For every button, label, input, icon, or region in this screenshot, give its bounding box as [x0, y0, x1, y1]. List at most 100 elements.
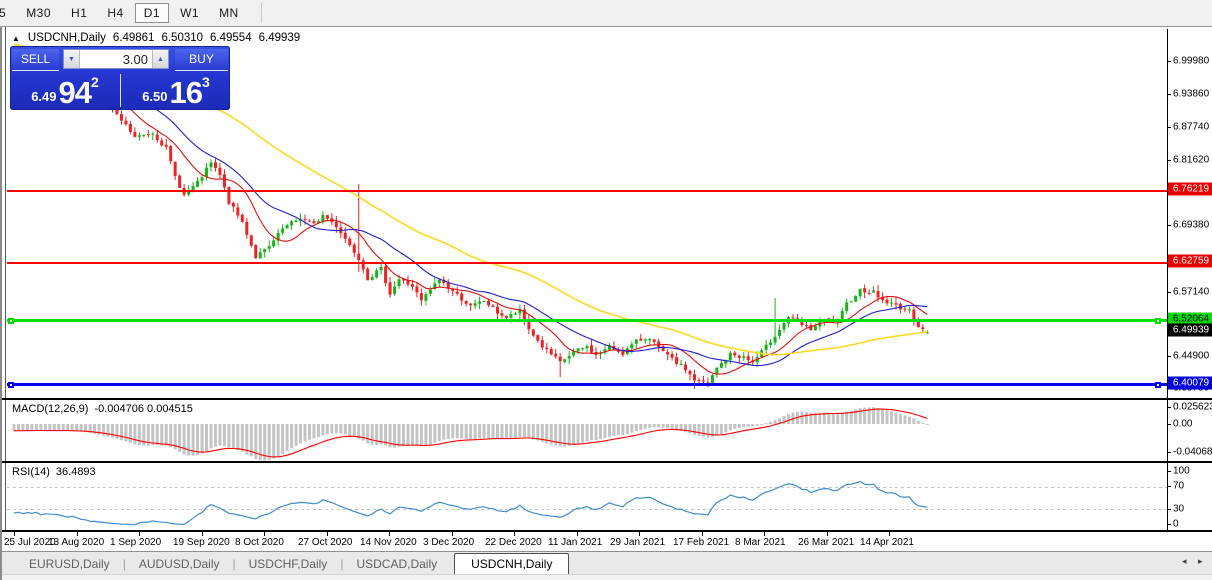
ohlc-open: 6.49861	[112, 32, 155, 44]
date-label: 29 Jan 2021	[610, 537, 666, 548]
buy-price-prefix: 6.50	[142, 89, 168, 104]
hline-support-green[interactable]	[7, 319, 1167, 322]
price-tick-mark	[1167, 94, 1171, 95]
price-line-label: 6.76219	[1168, 182, 1212, 196]
sell-price-prefix: 6.49	[31, 89, 57, 104]
price-tick-mark	[1167, 292, 1171, 293]
hline-support-green-left-handle[interactable]	[8, 318, 14, 324]
sell-price-main: 94	[58, 75, 92, 110]
chart-left-border	[5, 27, 6, 551]
tab-separator: |	[122, 556, 126, 571]
sell-button[interactable]: SELL	[12, 49, 59, 69]
date-axis-separator	[2, 530, 1212, 532]
toolbar-item-d1[interactable]: D1	[134, 3, 170, 23]
chart-window: ▲ USDCNH,Daily 6.49861 6.50310 6.49554 6…	[0, 27, 1212, 580]
chart-collapse-icon[interactable]: ▲	[12, 33, 20, 43]
date-label: 25 Jul 2020	[4, 537, 56, 548]
date-tick-mark	[264, 532, 265, 536]
hline-support-green-right-handle[interactable]	[1155, 318, 1161, 324]
sell-price-sup: 2	[91, 74, 99, 90]
symbol-name: USDCNH,Daily	[27, 32, 106, 44]
tab-usdchf[interactable]: USDCHF,Daily	[248, 556, 328, 571]
price-line-label: 6.40079	[1168, 376, 1212, 390]
toolbar-separator	[260, 3, 262, 23]
hline-support-blue[interactable]	[7, 383, 1167, 386]
macd-tick-mark	[1167, 407, 1171, 408]
date-tick-mark	[702, 532, 703, 536]
macd-tick-mark	[1167, 424, 1171, 425]
volume-decrease-button[interactable]: ▼	[64, 50, 80, 68]
buy-price-main: 16	[169, 75, 203, 110]
down-arrow-icon: ▼	[68, 55, 75, 63]
tab-usdcad[interactable]: USDCAD,Daily	[356, 556, 438, 571]
rsi-label-row: RSI(14) 36.4893	[12, 466, 96, 478]
hline-support-blue-left-handle[interactable]	[8, 382, 14, 388]
price-tick-mark	[1167, 127, 1171, 128]
date-label: 8 Mar 2021	[735, 537, 786, 548]
rsi-axis-label: 30	[1173, 503, 1185, 515]
volume-increase-button[interactable]: ▲	[152, 50, 168, 68]
date-label: 8 Oct 2020	[235, 537, 284, 548]
rsi-tick-mark	[1167, 486, 1171, 487]
date-tick-mark	[389, 532, 390, 536]
tab-separator: |	[232, 556, 236, 571]
toolbar-item-w1[interactable]: W1	[180, 6, 200, 20]
date-tick-mark	[764, 532, 765, 536]
macd-pane-separator	[2, 398, 1212, 400]
toolbar-item-h4[interactable]: H4	[107, 6, 124, 20]
symbol-tab-bar: EURUSD,Daily | AUDUSD,Daily | USDCHF,Daily | U…	[2, 551, 1212, 580]
status-strip	[2, 574, 1212, 580]
date-tick-mark	[14, 532, 15, 536]
sell-underline	[12, 70, 59, 71]
date-tick-mark	[327, 532, 328, 536]
date-label: 26 Mar 2021	[798, 537, 855, 548]
tab-scroll-right-button[interactable]: ▸	[1198, 556, 1203, 566]
price-tick-label: 6.44900	[1173, 350, 1210, 362]
price-tick-label: 6.57140	[1173, 286, 1210, 298]
rsi-tick-mark	[1167, 471, 1171, 472]
macd-axis-label: -0.040687	[1173, 446, 1212, 458]
macd-axis-label: 0.025623	[1173, 401, 1212, 413]
volume-input[interactable]	[80, 50, 152, 68]
price-tick-label: 6.87740	[1173, 121, 1210, 133]
up-arrow-icon: ▲	[157, 55, 164, 63]
date-label: 22 Dec 2020	[485, 537, 542, 548]
buy-button[interactable]: BUY	[175, 49, 228, 69]
price-line-label: 6.52064	[1168, 312, 1212, 326]
ohlc-high: 6.50310	[161, 32, 204, 44]
date-label: 11 Jan 2021	[548, 537, 603, 548]
ohlc-low: 6.49554	[210, 32, 252, 44]
sell-price[interactable]: 6.49 94 2	[10, 72, 120, 109]
date-label: 14 Nov 2020	[360, 537, 417, 548]
toolbar-item-m30[interactable]: M30	[26, 6, 52, 20]
buy-underline	[175, 70, 228, 71]
rsi-tick-mark	[1167, 509, 1171, 510]
price-tick-mark	[1167, 356, 1171, 357]
hline-support-blue-right-handle[interactable]	[1155, 382, 1161, 388]
tab-audusd[interactable]: AUDUSD,Daily	[138, 556, 220, 571]
price-tick-mark	[1167, 160, 1171, 161]
date-label: 3 Dec 2020	[423, 537, 475, 548]
volume-spinner: ▼ ▲	[63, 49, 169, 69]
toolbar-item-mn[interactable]: MN	[219, 6, 239, 20]
price-tick-label: 6.93860	[1173, 88, 1210, 100]
toolbar-item-5[interactable]: 5	[0, 6, 7, 20]
one-click-trading-panel: SELL ▼ ▲ BUY 6.49 94 2 6.50 16 3	[10, 46, 230, 110]
tab-scroll-left-button[interactable]: ◂	[1182, 556, 1187, 566]
macd-label: MACD(12,26,9)	[12, 403, 89, 415]
hline-resistance-1[interactable]	[7, 190, 1167, 192]
rsi-pane-canvas[interactable]	[7, 463, 1167, 530]
tab-usdcnh[interactable]: USDCNH,Daily	[454, 553, 570, 574]
toolbar-item-h1[interactable]: H1	[71, 6, 88, 20]
ohlc-close: 6.49939	[258, 32, 301, 44]
tab-eurusd[interactable]: EURUSD,Daily	[29, 556, 110, 571]
hline-resistance-2[interactable]	[7, 262, 1167, 264]
buy-price[interactable]: 6.50 16 3	[121, 72, 231, 109]
date-tick-mark	[139, 532, 140, 536]
price-line-label: 6.49939	[1168, 323, 1212, 337]
rsi-tick-mark	[1167, 524, 1171, 525]
date-tick-mark	[77, 532, 78, 536]
macd-pane-canvas[interactable]	[7, 400, 1167, 461]
rsi-axis-label: 0	[1173, 518, 1179, 530]
price-tick-label: 6.81620	[1173, 154, 1210, 166]
